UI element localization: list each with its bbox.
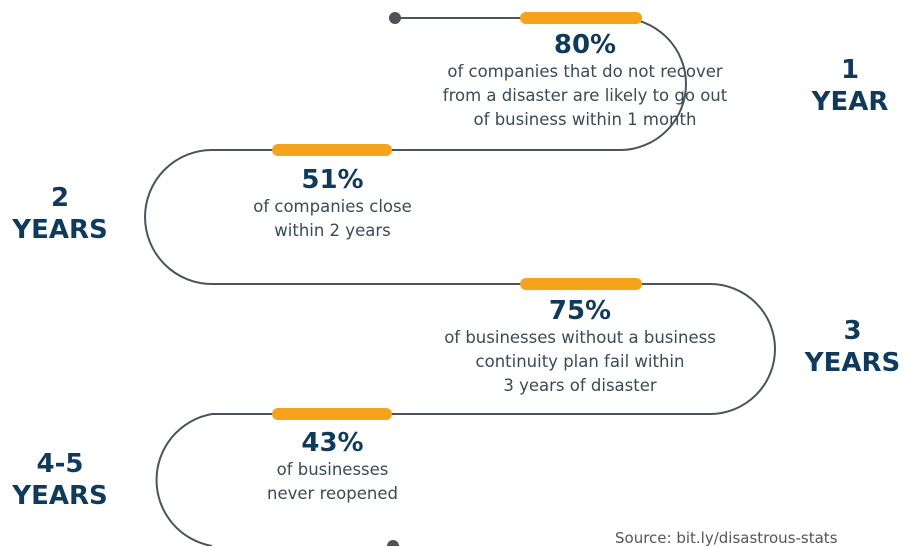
year-1-number: 1 xyxy=(840,55,860,85)
stat-43-percent: 43% xyxy=(301,428,364,458)
stat-80-block: 80% of companies that do not recover fro… xyxy=(395,30,775,132)
stat-80-line-3: of business within 1 month xyxy=(473,110,697,129)
accent-bar-1 xyxy=(520,12,642,24)
timeline-start-dot xyxy=(389,12,401,24)
year-2-unit: YEARS xyxy=(12,215,108,245)
stat-75-line-3: 3 years of disaster xyxy=(503,376,657,395)
year-label-4: 4-5 YEARS xyxy=(2,448,118,512)
stat-43-line-1: of businesses xyxy=(276,460,389,479)
stat-51-block: 51% of companies close within 2 years xyxy=(200,165,465,243)
accent-bar-2 xyxy=(272,144,392,156)
accent-bar-4 xyxy=(272,408,392,420)
stat-51-line-1: of companies close xyxy=(253,197,412,216)
stat-43-line-2: never reopened xyxy=(267,484,398,503)
accent-bar-3 xyxy=(520,278,642,290)
stat-51-percent: 51% xyxy=(301,165,364,195)
year-1-unit: YEAR xyxy=(811,87,889,117)
source-credit: Source: bit.ly/disastrous-stats xyxy=(615,529,838,547)
timeline-end-dot xyxy=(387,540,399,546)
year-label-2: 2 YEARS xyxy=(2,182,118,246)
year-3-unit: YEARS xyxy=(804,348,901,378)
year-4-number: 4-5 xyxy=(36,449,84,479)
year-label-1: 1 YEAR xyxy=(800,54,900,118)
stat-75-percent: 75% xyxy=(548,296,612,326)
year-4-unit: YEARS xyxy=(12,481,108,511)
stat-80-percent: 80% xyxy=(553,30,617,60)
timeline-line xyxy=(144,17,776,546)
stat-75-line-1: of businesses without a business xyxy=(444,328,716,347)
stat-80-line-1: of companies that do not recover xyxy=(447,62,723,81)
stat-51-line-2: within 2 years xyxy=(274,221,391,240)
year-label-3: 3 YEARS xyxy=(795,315,910,379)
stat-75-line-2: continuity plan fail within xyxy=(475,352,685,371)
year-2-number: 2 xyxy=(50,183,70,213)
stat-43-block: 43% of businesses never reopened xyxy=(220,428,445,506)
stat-80-line-2: from a disaster are likely to go out xyxy=(442,86,728,105)
year-3-number: 3 xyxy=(843,316,862,346)
stat-75-block: 75% of businesses without a business con… xyxy=(400,296,760,398)
